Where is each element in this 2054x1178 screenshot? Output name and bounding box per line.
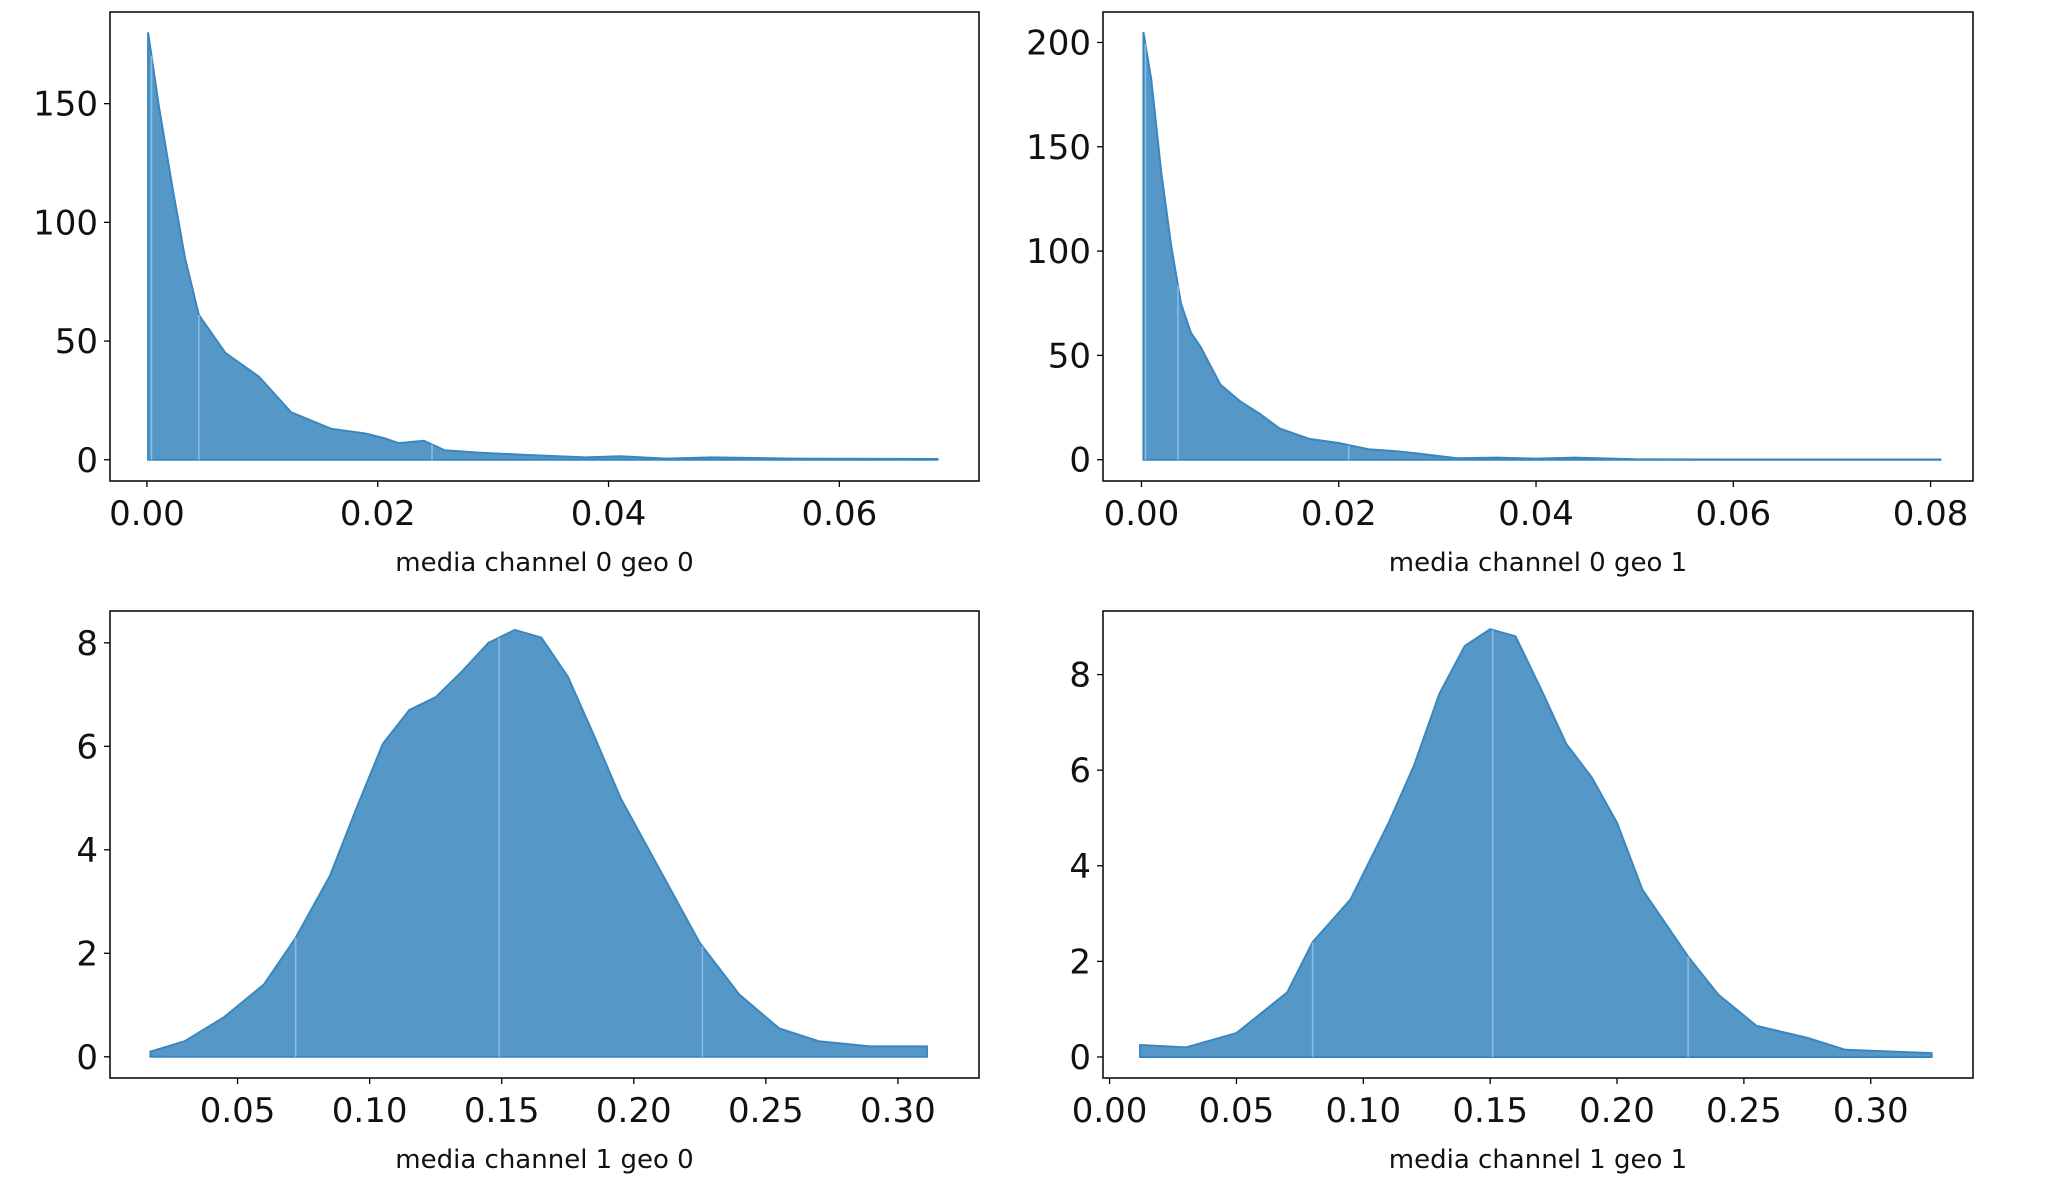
y-tick-label: 100 xyxy=(33,203,98,243)
y-tick-label: 8 xyxy=(1069,656,1091,696)
subplot: 0.00 0.05 0.10 0.15 0.20 0.25 0.30 0 2 4 6 8 media c… xyxy=(1069,610,1974,1175)
x-tick-label: 0.02 xyxy=(340,494,416,534)
x-tick-label: 0.25 xyxy=(1706,1091,1782,1131)
x-tick-label: 0.15 xyxy=(464,1091,540,1131)
x-tick-label: 0.08 xyxy=(1893,494,1969,534)
y-tick-label: 6 xyxy=(76,727,98,767)
density-area xyxy=(149,628,928,1058)
x-tick-label: 0.30 xyxy=(1833,1091,1909,1131)
x-tick-label: 0.20 xyxy=(596,1091,672,1131)
x-tick-label: 0.00 xyxy=(1104,494,1180,534)
y-tick-label: 0 xyxy=(1069,441,1091,481)
x-tick-label: 0.06 xyxy=(802,494,878,534)
axes-frame xyxy=(1102,11,1974,482)
x-tick-label: 0.10 xyxy=(1325,1091,1401,1131)
x-tick-label: 0.30 xyxy=(860,1091,936,1131)
x-tick-label: 0.10 xyxy=(332,1091,408,1131)
x-axis-label: media channel 1 geo 0 xyxy=(395,1145,693,1175)
y-tick-label: 6 xyxy=(1069,751,1091,791)
y-tick-label: 150 xyxy=(33,85,98,125)
x-axis-label: media channel 0 geo 1 xyxy=(1389,548,1687,578)
axes-frame xyxy=(1102,610,1974,1079)
density-area xyxy=(1142,31,1942,461)
x-tick-label: 0.02 xyxy=(1301,494,1377,534)
y-tick-label: 8 xyxy=(76,624,98,664)
x-tick-label: 0.06 xyxy=(1695,494,1771,534)
x-axis-label: media channel 1 geo 1 xyxy=(1389,1145,1687,1175)
y-tick-label: 0 xyxy=(1069,1038,1091,1078)
y-tick-label: 2 xyxy=(76,934,98,974)
y-tick-label: 2 xyxy=(1069,942,1091,982)
y-tick-label: 100 xyxy=(1026,232,1091,272)
x-tick-label: 0.15 xyxy=(1452,1091,1528,1131)
density-area xyxy=(1139,628,1933,1058)
y-tick-label: 50 xyxy=(55,322,98,362)
y-tick-label: 0 xyxy=(76,441,98,481)
axes-frame xyxy=(109,11,980,482)
subplot: 0.05 0.10 0.15 0.20 0.25 0.30 0 2 4 6 8 media chann… xyxy=(76,610,980,1175)
subplot: 0.00 0.02 0.04 0.06 0.08 0 50 100 150 200 media ch… xyxy=(1026,11,1974,578)
x-tick-label: 0.04 xyxy=(571,494,647,534)
y-tick-label: 50 xyxy=(1048,336,1091,376)
y-tick-label: 150 xyxy=(1026,128,1091,168)
y-tick-label: 4 xyxy=(76,831,98,871)
x-tick-label: 0.20 xyxy=(1579,1091,1655,1131)
x-tick-label: 0.25 xyxy=(728,1091,804,1131)
density-area xyxy=(147,32,939,461)
y-tick-label: 200 xyxy=(1026,23,1091,63)
y-tick-label: 0 xyxy=(76,1038,98,1078)
y-tick-label: 4 xyxy=(1069,847,1091,887)
x-axis-label: media channel 0 geo 0 xyxy=(395,548,693,578)
x-tick-label: 0.00 xyxy=(109,494,185,534)
x-tick-label: 0.05 xyxy=(1199,1091,1275,1131)
subplot: 0.00 0.02 0.04 0.06 0 50 100 150 media channel 0… xyxy=(33,11,980,578)
x-tick-label: 0.00 xyxy=(1072,1091,1148,1131)
x-tick-label: 0.05 xyxy=(200,1091,276,1131)
x-tick-label: 0.04 xyxy=(1498,494,1574,534)
axes-frame xyxy=(109,610,980,1079)
